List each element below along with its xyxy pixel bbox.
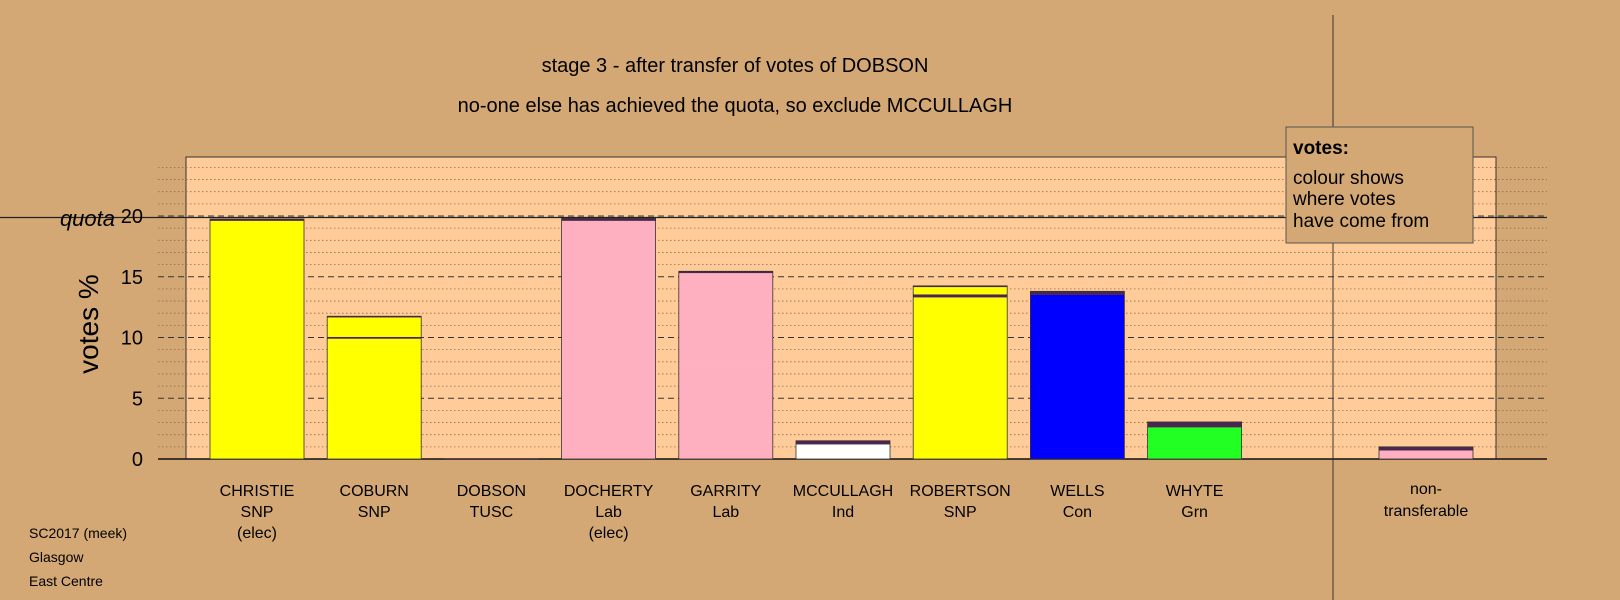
bar-whyte-outline <box>1147 421 1242 460</box>
bar-wells-segment <box>1030 294 1125 459</box>
bar-coburn-segment <box>327 336 422 339</box>
bar-garrity-segment <box>678 273 773 361</box>
y-tick-label: 0 <box>132 449 143 471</box>
candidate-party-label: Grn <box>1181 504 1208 521</box>
bar-robertson-segment <box>913 294 1008 298</box>
candidate-name-label: WELLS <box>1050 483 1104 500</box>
bar-mccullagh-outline <box>795 440 891 460</box>
bar-non-transferable-outline <box>1378 446 1474 460</box>
bar-docherty-segment <box>561 218 656 221</box>
y-axis-label: votes % <box>73 274 104 374</box>
legend: votes: colour shows where votes have com… <box>1285 126 1474 244</box>
chart-title: stage 3 - after transfer of votes of DOB… <box>542 55 929 77</box>
bar-coburn-outline <box>326 315 422 460</box>
candidate-party-label: SNP <box>944 504 977 521</box>
candidate-name-label: GARRITY <box>690 483 761 500</box>
candidate-party-label: SNP <box>358 504 391 521</box>
y-tick-label: 10 <box>121 328 143 350</box>
y-axis: 0 5 10 15 20 <box>121 206 143 471</box>
quota-label: quota <box>60 206 115 231</box>
candidate-name-label: COBURN <box>340 483 409 500</box>
bar-mccullagh-segment <box>796 444 890 459</box>
candidate-name-label: MCCULLAGH <box>793 483 893 500</box>
y-tick-label: 15 <box>121 267 143 289</box>
candidate-party-label: Con <box>1063 504 1092 521</box>
bar-coburn-segment <box>327 338 422 459</box>
non-transferable-label: transferable <box>1384 503 1469 520</box>
footer-council: Glasgow <box>29 549 84 565</box>
bar-whyte-segment <box>1147 421 1242 428</box>
bar-mccullagh-segment <box>796 440 890 445</box>
candidate-name-label: DOCHERTY <box>564 483 654 500</box>
bar-garrity-outline <box>678 270 774 460</box>
legend-title: votes: <box>1293 138 1349 159</box>
candidate-name-label: CHRISTIE <box>220 483 295 500</box>
bar-garrity-segment <box>678 360 773 459</box>
candidate-name-label: WHYTE <box>1166 483 1224 500</box>
category-labels: CHRISTIE SNP (elec) COBURN SNP DOBSON TUSC DOCH… <box>220 481 1469 542</box>
bar-robertson-segment <box>913 297 1008 459</box>
bar-robertson-segment <box>913 287 1008 295</box>
bar-dobson-segment <box>444 458 539 460</box>
candidate-party-label: TUSC <box>470 504 514 521</box>
legend-box <box>1285 126 1474 244</box>
bar-christie-segment <box>210 219 304 221</box>
y-tick-label: 20 <box>121 206 143 228</box>
bar-wells-segment <box>1030 291 1125 295</box>
bar-christie-outline <box>209 218 305 460</box>
candidate-party-label: Lab <box>595 504 622 521</box>
footer-election: SC2017 (meek) <box>29 525 128 541</box>
bar-robertson-outline <box>912 285 1008 460</box>
bar-coburn-segment <box>327 317 422 337</box>
non-transferable-label: non- <box>1410 481 1442 498</box>
bar-christie-segment <box>210 220 304 459</box>
candidate-party-label: Ind <box>832 504 854 521</box>
bar-docherty-segment <box>561 220 656 459</box>
legend-line: where votes <box>1292 189 1395 210</box>
candidate-status-label: (elec) <box>237 525 277 542</box>
candidate-party-label: SNP <box>241 504 274 521</box>
bar-docherty-outline <box>561 218 656 460</box>
bar-wells-outline <box>1030 290 1125 460</box>
bar-whyte-segment <box>1147 427 1242 459</box>
candidate-name-label: ROBERTSON <box>910 483 1011 500</box>
bars <box>209 218 1474 460</box>
candidate-name-label: DOBSON <box>457 483 526 500</box>
legend-line: colour shows <box>1293 168 1404 189</box>
y-tick-label: 5 <box>132 388 143 410</box>
chart-subtitle: no-one else has achieved the quota, so e… <box>458 95 1013 117</box>
bar-non-transferable-segment <box>1379 446 1473 451</box>
footer-ward: East Centre <box>29 573 103 589</box>
bar-garrity-segment <box>678 271 773 274</box>
bar-coburn-segment <box>327 316 422 318</box>
candidate-party-label: Lab <box>712 504 739 521</box>
bar-robertson-segment <box>913 285 1008 288</box>
bar-non-transferable-segment <box>1379 450 1473 459</box>
candidate-status-label: (elec) <box>589 525 629 542</box>
legend-line: have come from <box>1293 211 1429 232</box>
